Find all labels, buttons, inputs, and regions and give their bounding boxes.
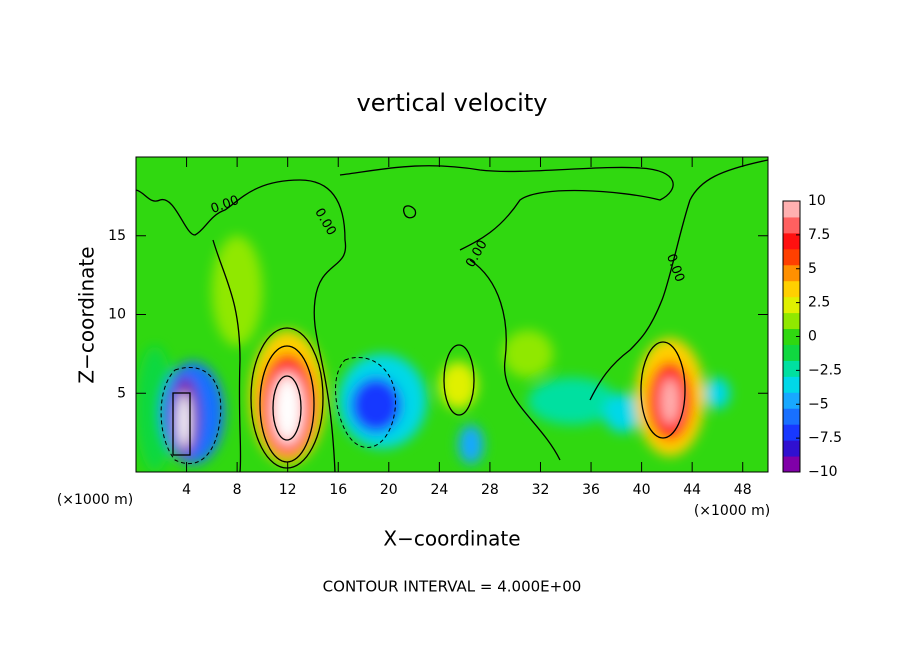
field-feature (704, 377, 731, 409)
colorbar-band (783, 264, 800, 282)
contour-line (160, 366, 222, 465)
contour-line (272, 375, 302, 441)
contour-line (589, 159, 768, 401)
colorbar-band (783, 408, 800, 425)
contour-lines (136, 159, 768, 472)
colorbar-band (783, 392, 800, 409)
y-tick-label: 15 (108, 228, 126, 244)
colorbar-tick-label: −2.5 (808, 362, 842, 378)
field-feature (502, 330, 554, 378)
x-tick-label: 28 (481, 482, 499, 498)
contour-line (172, 392, 191, 456)
colorbar-tick-label: 0 (808, 329, 817, 345)
colorbar-band (783, 360, 800, 377)
colorbar-band (783, 232, 800, 250)
x-tick-label: 40 (633, 482, 651, 498)
colorbar-tick-label: 10 (808, 193, 826, 209)
contour-line (259, 345, 315, 463)
contour-line (403, 205, 417, 219)
footnote: CONTOUR INTERVAL = 4.000E+00 (323, 578, 582, 596)
contour-line (339, 165, 674, 251)
x-tick-label: 20 (380, 482, 398, 498)
colorbar-band (783, 376, 800, 393)
contour-line (250, 327, 324, 469)
x-unit-label: (×1000 m) (57, 492, 133, 508)
field-feature (527, 377, 617, 425)
contour-line (136, 179, 347, 472)
colorbar-band (783, 328, 800, 345)
y-axis-label: Z−coordinate (75, 246, 99, 383)
x-axis-label: X−coordinate (383, 527, 520, 551)
colorbar-band (783, 201, 800, 218)
x-tick-label: 16 (329, 482, 347, 498)
x-tick-label: 12 (279, 482, 297, 498)
colorbar-band (783, 424, 800, 441)
field-feature (660, 377, 680, 425)
colorbar-band (783, 248, 800, 266)
field-feature (603, 393, 642, 433)
x-tick-label: 36 (582, 482, 600, 498)
field-feature (458, 424, 484, 465)
field (136, 235, 731, 472)
colorbar-band (783, 344, 800, 361)
colorbar-band (783, 456, 800, 473)
field-feature (177, 393, 191, 449)
colorbar-tick-label: 7.5 (808, 227, 830, 243)
field-feature (136, 346, 174, 472)
field-feature (439, 361, 478, 409)
colorbar-tick-label: −10 (808, 464, 838, 480)
x-tick-label: 48 (734, 482, 752, 498)
x-tick-label: 8 (233, 482, 242, 498)
y-tick-label: 5 (117, 385, 126, 401)
colorbar-tick-label: −7.5 (808, 430, 842, 446)
colorbar-band (783, 312, 800, 330)
x-tick-label: 4 (182, 482, 191, 498)
colorbar-tick-label: −5 (808, 396, 829, 412)
contour-line (443, 344, 475, 416)
colorbar-band (783, 296, 800, 314)
x-tick-label: 44 (683, 482, 701, 498)
y-tick-label: 10 (108, 307, 126, 323)
field-feature (275, 377, 301, 441)
colorbar-band (783, 280, 800, 298)
x-tick-label: 32 (532, 482, 550, 498)
x-tick-label: 24 (430, 482, 448, 498)
colorbar-band (783, 216, 800, 234)
field-feature (211, 235, 263, 346)
contour-line (335, 356, 397, 448)
colorbar-tick-label: 2.5 (808, 295, 830, 311)
field-feature (350, 377, 402, 433)
y-unit-label: (×1000 m) (694, 503, 770, 519)
colorbar-tick-label: 5 (808, 261, 817, 277)
contour-line (469, 259, 561, 461)
contour-line (640, 341, 686, 439)
colorbar-band (783, 440, 800, 457)
chart-title: vertical velocity (357, 89, 548, 117)
contour-line (212, 239, 242, 472)
